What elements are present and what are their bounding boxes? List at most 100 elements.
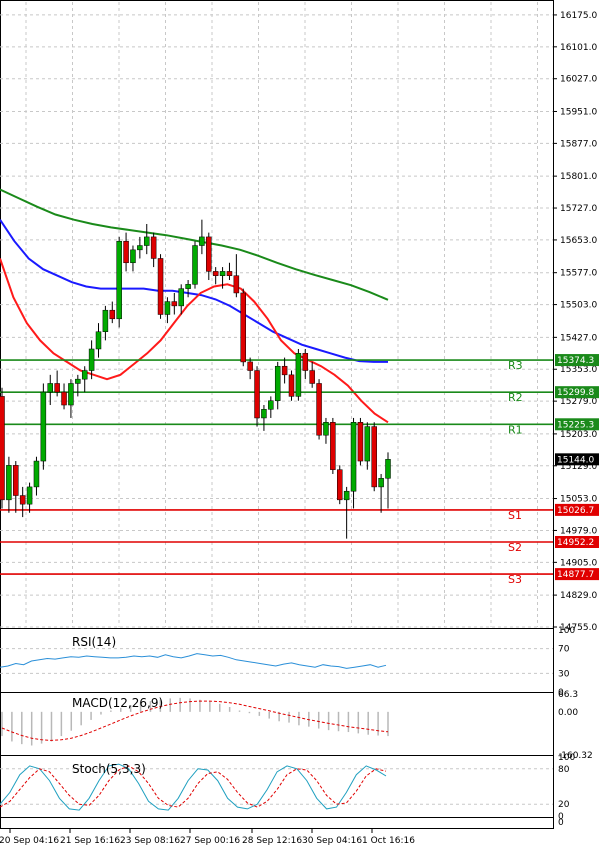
level-price-label-r3: 15374.3 xyxy=(557,356,594,366)
candle-body xyxy=(164,301,171,315)
price-tick-label: 15129.0 xyxy=(560,462,597,472)
candle-body xyxy=(75,378,81,384)
candle-body xyxy=(0,396,5,501)
macd-tick-label: 66.3 xyxy=(558,690,578,700)
level-price-label-s1: 15026.7 xyxy=(557,506,594,516)
level-price-tag xyxy=(555,503,599,516)
candle-body xyxy=(357,422,364,462)
candle-body xyxy=(192,245,198,285)
time-label: 23 Sep 08:16 xyxy=(120,836,180,846)
candle-body xyxy=(81,370,88,380)
macd-tick-label: -160.32 xyxy=(558,751,593,761)
price-tick-label: 15203.0 xyxy=(560,430,597,440)
candle-body xyxy=(274,365,281,401)
candle-body xyxy=(233,275,240,294)
candle-body xyxy=(26,486,33,505)
level-price-tag xyxy=(555,568,599,581)
price-tick-label: 15801.0 xyxy=(560,172,597,182)
candle-body xyxy=(281,365,288,376)
candle-body xyxy=(88,348,95,371)
price-tick-label: 15727.0 xyxy=(560,204,597,214)
macd-tick-label: 0.00 xyxy=(558,708,578,718)
candle-body xyxy=(219,271,226,276)
candle-body xyxy=(350,422,357,492)
candle-body xyxy=(102,309,109,332)
time-label: 20 Sep 04:16 xyxy=(0,836,59,846)
candle-body xyxy=(316,383,322,436)
rsi-line xyxy=(0,653,387,669)
candle-body xyxy=(240,292,246,363)
candle-body xyxy=(212,271,219,276)
candle-body xyxy=(385,459,391,479)
candle-body xyxy=(288,374,295,397)
candle-body xyxy=(371,426,377,488)
candle-body xyxy=(95,331,102,350)
bottom-zero-label: 0 xyxy=(558,818,564,828)
current-price-label: 15144.0 xyxy=(557,455,594,465)
level-price-tag xyxy=(555,418,599,431)
stoch-d-line xyxy=(0,765,387,808)
price-tick-label: 15427.0 xyxy=(560,333,597,343)
candle-body xyxy=(178,288,184,307)
candle-body xyxy=(378,478,384,488)
candle-body xyxy=(364,426,371,462)
level-price-tag xyxy=(555,536,599,548)
time-label: 28 Sep 12:16 xyxy=(242,836,302,846)
level-name-s1: S1 xyxy=(508,509,522,522)
candle-body xyxy=(330,422,336,470)
level-price-tag xyxy=(555,386,599,399)
candle-body xyxy=(295,353,302,397)
price-tick-label: 15503.0 xyxy=(560,301,597,311)
candle-body xyxy=(199,236,205,246)
level-price-label-r2: 15299.8 xyxy=(557,388,594,398)
candle-body xyxy=(47,383,53,393)
time-label: 21 Sep 16:16 xyxy=(60,836,120,846)
level-price-label-s3: 14877.7 xyxy=(557,570,594,580)
time-label: 1 Oct 16:16 xyxy=(362,836,415,846)
stoch-k-line xyxy=(0,763,387,811)
price-tick-label: 15951.0 xyxy=(560,107,597,117)
price-tick-label: 16027.0 xyxy=(560,75,597,85)
candle-body xyxy=(226,271,233,276)
candle-body xyxy=(343,490,350,501)
price-tick-label: 15053.0 xyxy=(560,495,597,505)
price-tick-label: 16175.0 xyxy=(560,11,597,21)
candle-body xyxy=(206,236,212,272)
candle-body xyxy=(268,400,274,410)
level-price-tag xyxy=(555,354,599,367)
level-price-label-r1: 15225.3 xyxy=(557,420,594,430)
price-tick-label: 14755.0 xyxy=(560,623,597,633)
rsi-title: RSI(14) xyxy=(72,635,116,649)
level-name-r2: R2 xyxy=(508,391,523,404)
candle-body xyxy=(116,240,122,320)
candle-body xyxy=(171,301,178,307)
price-tick-label: 15353.0 xyxy=(560,365,597,375)
level-price-label-s2: 14952.2 xyxy=(557,538,594,548)
candle-body xyxy=(61,391,67,406)
price-tick-label: 14829.0 xyxy=(560,591,597,601)
candle-body xyxy=(302,353,309,371)
price-tick-label: 15877.0 xyxy=(560,139,597,149)
candle-body xyxy=(109,309,116,320)
stoch-tick-label: 100 xyxy=(558,753,575,763)
rsi-tick-label: 70 xyxy=(558,645,570,655)
candle-body xyxy=(6,465,12,501)
candle-body xyxy=(33,460,40,488)
rsi-tick-label: 0 xyxy=(558,688,564,698)
stoch-tick-label: 0 xyxy=(558,812,564,822)
level-name-s2: S2 xyxy=(508,541,522,554)
candle-body xyxy=(254,370,260,419)
candle-body xyxy=(54,383,60,393)
price-tick-label: 14979.0 xyxy=(560,526,597,536)
candle-body xyxy=(309,370,315,384)
candle-body xyxy=(185,284,191,289)
time-label: 30 Sep 04:16 xyxy=(302,836,362,846)
candle-body xyxy=(68,383,74,406)
candle-body xyxy=(137,245,143,251)
price-tick-label: 15577.0 xyxy=(560,269,597,279)
current-price-tag xyxy=(555,453,599,466)
level-name-r3: R3 xyxy=(508,359,523,372)
price-tick-label: 14905.0 xyxy=(560,558,597,568)
